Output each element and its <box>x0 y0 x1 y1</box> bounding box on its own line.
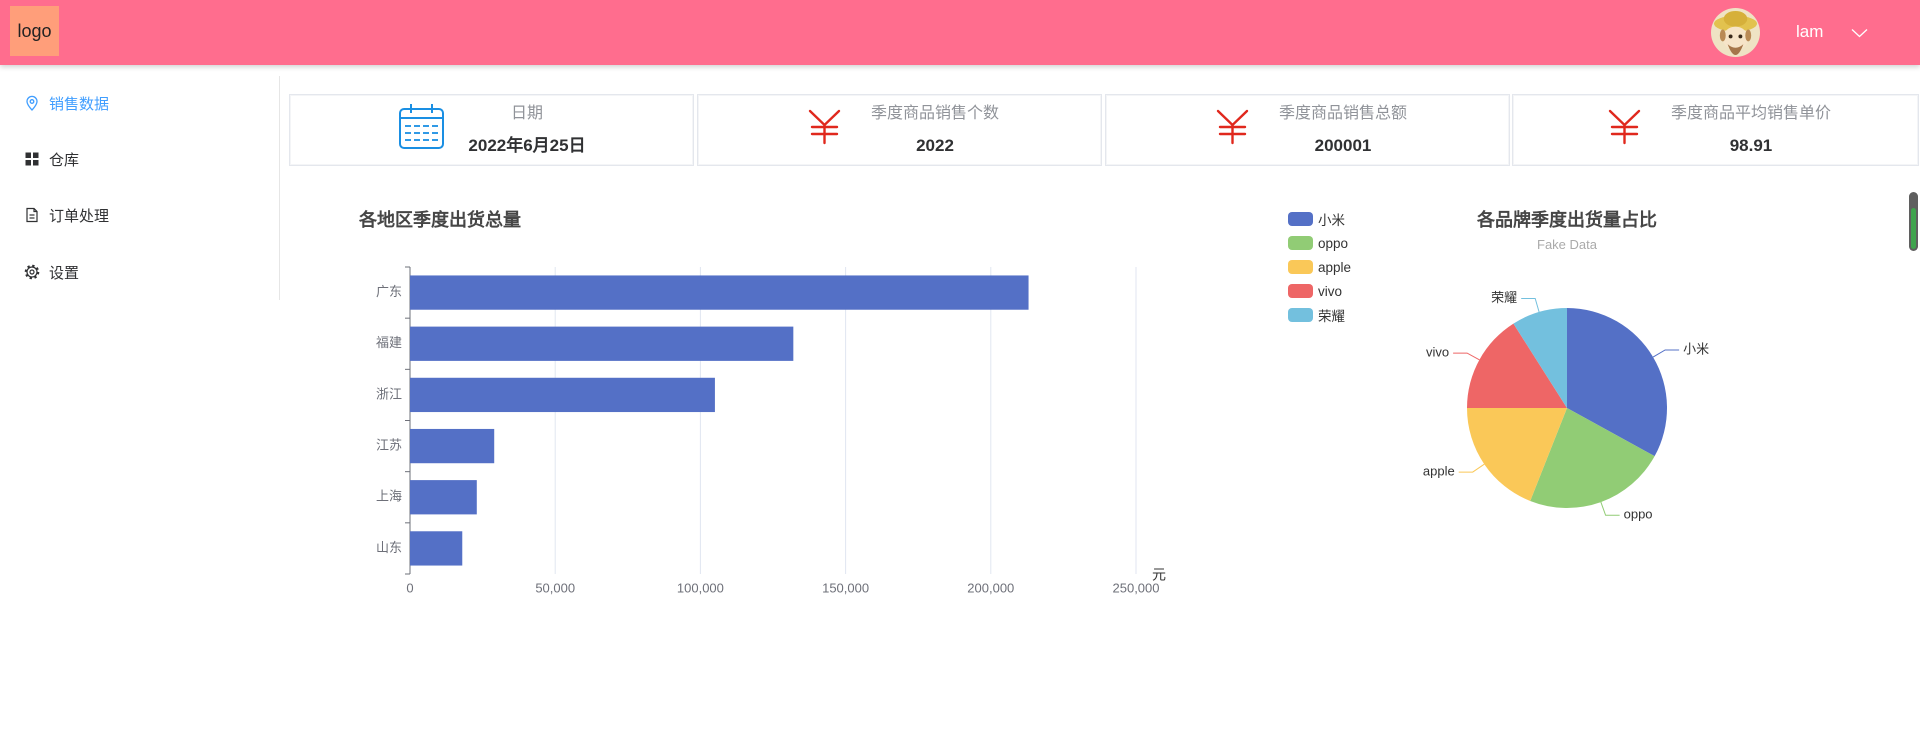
document-icon <box>24 207 40 223</box>
stat-text: 季度商品销售总额 200001 <box>1279 103 1407 157</box>
legend-item[interactable]: oppo <box>1288 231 1351 255</box>
bar-chart: 0 50,000 100,000 150,000 200,000 250,000 广东福建浙… <box>376 266 1166 595</box>
stat-value: 98.91 <box>1729 136 1773 155</box>
x-tick-label: 50,000 <box>535 580 575 595</box>
pie-legend: 小米 oppo apple vivo 荣耀 <box>1288 207 1351 327</box>
pie-label: 小米 <box>1683 341 1709 356</box>
chevron-down-icon[interactable] <box>1851 28 1868 39</box>
pie-label-line <box>1652 349 1680 358</box>
avatar[interactable] <box>1711 8 1760 57</box>
legend-label: 荣耀 <box>1318 309 1345 324</box>
x-tick-label: 200,000 <box>967 580 1014 595</box>
sidebar-item-label: 设置 <box>49 264 80 282</box>
legend-swatch <box>1288 236 1313 250</box>
sidebar-item-label: 订单处理 <box>49 207 110 225</box>
stat-title: 日期 <box>510 105 543 122</box>
legend-item[interactable]: apple <box>1288 255 1351 279</box>
y-category-label: 山东 <box>376 540 402 555</box>
pie-label-line <box>1453 352 1480 361</box>
sidebar-item-label: 仓库 <box>49 151 80 169</box>
bar[interactable] <box>410 531 463 566</box>
stat-text: 季度商品销售个数 2022 <box>871 103 999 157</box>
x-tick-label: 250,000 <box>1113 580 1160 595</box>
pie-label-line <box>1458 463 1485 473</box>
pie-chart: 小米 oppo apple vivo 荣耀 <box>1423 290 1709 522</box>
stat-card-sales-total: 季度商品销售总额 200001 <box>1105 94 1510 166</box>
legend-swatch <box>1288 284 1313 298</box>
pie-slice[interactable] <box>1567 308 1667 457</box>
pie-label-line <box>1521 298 1540 313</box>
pie-slice[interactable] <box>1467 323 1567 408</box>
stat-text: 季度商品平均销售单价 98.91 <box>1671 103 1831 157</box>
grid-icon <box>24 151 40 167</box>
username[interactable]: lam <box>1796 22 1824 41</box>
pie-label: oppo <box>1624 507 1653 522</box>
x-axis-name: 元 <box>1152 567 1166 583</box>
sidebar-item-label: 销售数据 <box>49 95 110 113</box>
sidebar: 销售数据 仓库 订单处理 <box>0 76 280 300</box>
scrollbar[interactable] <box>1909 192 1918 251</box>
legend-label: oppo <box>1318 235 1349 251</box>
pie-slice[interactable] <box>1530 408 1655 508</box>
bar[interactable] <box>410 428 495 464</box>
sidebar-item-warehouse[interactable]: 仓库 <box>0 134 279 184</box>
pie-chart-title: 各品牌季度出货量占比 <box>1477 210 1657 230</box>
stat-text: 日期 2022年6月25日 <box>468 103 585 157</box>
location-icon <box>24 95 40 111</box>
stat-card-sales-count: 季度商品销售个数 2022 <box>697 94 1102 166</box>
calendar-icon <box>397 102 446 151</box>
pie-label-line <box>1600 501 1620 516</box>
legend-label: apple <box>1318 259 1352 275</box>
pie-label: apple <box>1423 464 1455 479</box>
pie-chart-subtitle: Fake Data <box>1537 237 1597 252</box>
stat-value: 2022 <box>916 136 954 155</box>
legend-swatch <box>1288 308 1313 322</box>
scrollbar-thumb[interactable] <box>1911 208 1916 249</box>
stat-card-date: 日期 2022年6月25日 <box>289 94 694 166</box>
legend-swatch <box>1288 260 1313 274</box>
bar[interactable] <box>410 326 794 361</box>
x-tick-label: 0 <box>406 580 413 595</box>
stat-card-average-price: 季度商品平均销售单价 98.91 <box>1512 94 1919 166</box>
stat-title: 季度商品平均销售单价 <box>1670 105 1831 122</box>
stat-title: 季度商品销售总额 <box>1278 105 1407 122</box>
y-category-label: 江苏 <box>376 438 402 453</box>
y-category-label: 上海 <box>376 489 402 504</box>
sidebar-item-settings[interactable]: 设置 <box>0 247 279 297</box>
pie-slice[interactable] <box>1513 308 1567 408</box>
bar[interactable] <box>410 275 1029 310</box>
top-header: logo lam <box>0 0 1920 65</box>
pie-slice[interactable] <box>1467 408 1567 501</box>
sidebar-item-sales-data[interactable]: 销售数据 <box>0 78 279 128</box>
bar-chart-title: 各地区季度出货总量 <box>359 210 521 230</box>
sidebar-item-orders[interactable]: 订单处理 <box>0 190 279 240</box>
stat-value: 200001 <box>1314 136 1372 155</box>
legend-item[interactable]: 荣耀 <box>1288 303 1351 327</box>
x-tick-label: 100,000 <box>677 580 724 595</box>
y-category-label: 福建 <box>376 335 402 350</box>
x-tick-label: 150,000 <box>822 580 869 595</box>
legend-label: vivo <box>1318 283 1343 299</box>
bar[interactable] <box>410 377 715 413</box>
yuan-icon <box>800 102 849 151</box>
pie-label: 荣耀 <box>1491 290 1517 305</box>
gear-icon <box>24 264 40 280</box>
yuan-icon <box>1208 102 1257 151</box>
pie-label: vivo <box>1426 345 1449 360</box>
y-category-label: 广东 <box>376 284 402 299</box>
stat-title: 季度商品销售个数 <box>870 105 999 122</box>
yuan-icon <box>1600 102 1649 151</box>
bar[interactable] <box>410 480 477 515</box>
logo[interactable]: logo <box>10 6 59 56</box>
legend-label: 小米 <box>1318 213 1345 228</box>
legend-swatch <box>1288 212 1313 226</box>
stat-value: 2022年6月25日 <box>468 136 586 155</box>
legend-item[interactable]: 小米 <box>1288 207 1351 231</box>
y-category-label: 浙江 <box>376 386 402 401</box>
legend-item[interactable]: vivo <box>1288 279 1351 303</box>
avatar-image <box>1711 8 1760 57</box>
